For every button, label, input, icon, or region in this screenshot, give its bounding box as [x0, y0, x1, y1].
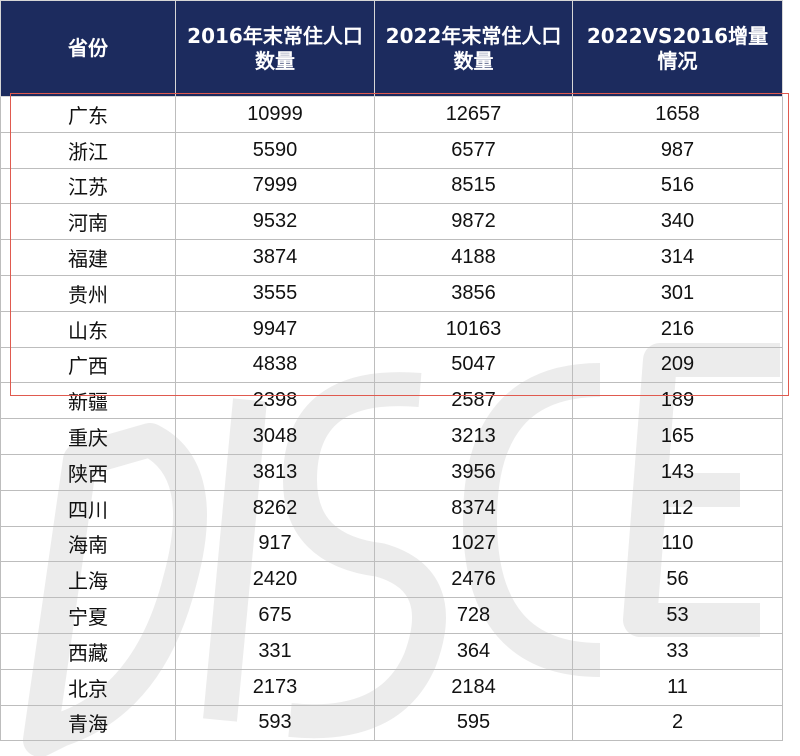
population-2016-cell: 3874	[175, 239, 375, 276]
table-header: 省份 2016年末常住人口数量 2022年末常住人口数量 2022VS2016增…	[0, 0, 783, 97]
population-2022-cell: 5047	[374, 346, 573, 384]
increase-cell: 1658	[572, 96, 783, 133]
table-row: 上海 2420 2476 56	[0, 561, 783, 599]
population-2016-cell: 2420	[175, 561, 375, 599]
population-2022-cell: 8515	[374, 167, 573, 205]
population-2016-cell: 9532	[175, 203, 375, 241]
increase-cell: 340	[572, 203, 783, 241]
table-row: 山东 9947 10163 216	[0, 310, 783, 348]
population-2016-cell: 3813	[175, 453, 375, 491]
population-2022-cell: 728	[374, 597, 573, 634]
population-2016-cell: 8262	[175, 489, 375, 527]
population-2016-cell: 3048	[175, 418, 375, 455]
increase-cell: 2	[572, 704, 783, 742]
province-cell: 福建	[0, 239, 176, 276]
increase-cell: 165	[572, 418, 783, 455]
increase-cell: 11	[572, 668, 783, 706]
province-cell: 上海	[0, 561, 176, 599]
table-row: 四川 8262 8374 112	[0, 489, 783, 527]
province-cell: 海南	[0, 525, 176, 563]
population-2016-cell: 2173	[175, 668, 375, 706]
increase-cell: 33	[572, 632, 783, 670]
table-row: 陕西 3813 3956 143	[0, 453, 783, 491]
population-2022-cell: 3213	[374, 418, 573, 455]
population-2016-cell: 2398	[175, 382, 375, 420]
table-row: 福建 3874 4188 314	[0, 239, 783, 276]
population-2022-cell: 8374	[374, 489, 573, 527]
table-row: 江苏 7999 8515 516	[0, 167, 783, 205]
table-row: 广东 10999 12657 1658	[0, 96, 783, 133]
population-2016-cell: 9947	[175, 310, 375, 348]
province-cell: 广西	[0, 346, 176, 384]
population-2016-cell: 7999	[175, 167, 375, 205]
table-row: 广西 4838 5047 209	[0, 346, 783, 384]
province-cell: 重庆	[0, 418, 176, 455]
population-2022-cell: 364	[374, 632, 573, 670]
table-body: 广东 10999 12657 1658 浙江 5590 6577 987 江苏 7999 8515 5…	[0, 96, 783, 742]
population-2016-cell: 5590	[175, 131, 375, 169]
population-2022-cell: 10163	[374, 310, 573, 348]
population-2022-cell: 3856	[374, 274, 573, 312]
header-increase: 2022VS2016增量情况	[572, 0, 783, 97]
increase-cell: 110	[572, 525, 783, 563]
province-cell: 山东	[0, 310, 176, 348]
population-2016-cell: 10999	[175, 96, 375, 133]
table-row: 海南 917 1027 110	[0, 525, 783, 563]
population-2022-cell: 1027	[374, 525, 573, 563]
header-province: 省份	[0, 0, 176, 97]
increase-cell: 189	[572, 382, 783, 420]
table-row: 重庆 3048 3213 165	[0, 418, 783, 455]
increase-cell: 301	[572, 274, 783, 312]
header-population-2022: 2022年末常住人口数量	[374, 0, 573, 97]
table-row: 北京 2173 2184 11	[0, 668, 783, 706]
province-cell: 青海	[0, 704, 176, 742]
increase-cell: 56	[572, 561, 783, 599]
increase-cell: 112	[572, 489, 783, 527]
population-2016-cell: 4838	[175, 346, 375, 384]
population-2022-cell: 595	[374, 704, 573, 742]
table-row: 宁夏 675 728 53	[0, 597, 783, 634]
table-row: 浙江 5590 6577 987	[0, 131, 783, 169]
province-cell: 河南	[0, 203, 176, 241]
table-row: 贵州 3555 3856 301	[0, 274, 783, 312]
province-cell: 新疆	[0, 382, 176, 420]
population-2016-cell: 3555	[175, 274, 375, 312]
population-2016-cell: 593	[175, 704, 375, 742]
increase-cell: 314	[572, 239, 783, 276]
province-cell: 西藏	[0, 632, 176, 670]
increase-cell: 516	[572, 167, 783, 205]
population-2022-cell: 4188	[374, 239, 573, 276]
province-cell: 广东	[0, 96, 176, 133]
province-cell: 浙江	[0, 131, 176, 169]
population-2016-cell: 675	[175, 597, 375, 634]
table-row: 新疆 2398 2587 189	[0, 382, 783, 420]
province-cell: 四川	[0, 489, 176, 527]
increase-cell: 987	[572, 131, 783, 169]
province-cell: 宁夏	[0, 597, 176, 634]
header-row: 省份 2016年末常住人口数量 2022年末常住人口数量 2022VS2016增…	[0, 0, 783, 97]
province-cell: 北京	[0, 668, 176, 706]
increase-cell: 209	[572, 346, 783, 384]
header-population-2016: 2016年末常住人口数量	[175, 0, 375, 97]
table-row: 河南 9532 9872 340	[0, 203, 783, 241]
population-2022-cell: 9872	[374, 203, 573, 241]
province-cell: 陕西	[0, 453, 176, 491]
increase-cell: 53	[572, 597, 783, 634]
increase-cell: 216	[572, 310, 783, 348]
population-2022-cell: 2587	[374, 382, 573, 420]
population-2022-cell: 3956	[374, 453, 573, 491]
province-cell: 贵州	[0, 274, 176, 312]
population-2022-cell: 2476	[374, 561, 573, 599]
population-2022-cell: 2184	[374, 668, 573, 706]
increase-cell: 143	[572, 453, 783, 491]
table-row: 青海 593 595 2	[0, 704, 783, 742]
population-2016-cell: 917	[175, 525, 375, 563]
table-row: 西藏 331 364 33	[0, 632, 783, 670]
population-2022-cell: 12657	[374, 96, 573, 133]
population-2016-cell: 331	[175, 632, 375, 670]
population-2022-cell: 6577	[374, 131, 573, 169]
population-table: 省份 2016年末常住人口数量 2022年末常住人口数量 2022VS2016增…	[0, 0, 783, 742]
province-cell: 江苏	[0, 167, 176, 205]
